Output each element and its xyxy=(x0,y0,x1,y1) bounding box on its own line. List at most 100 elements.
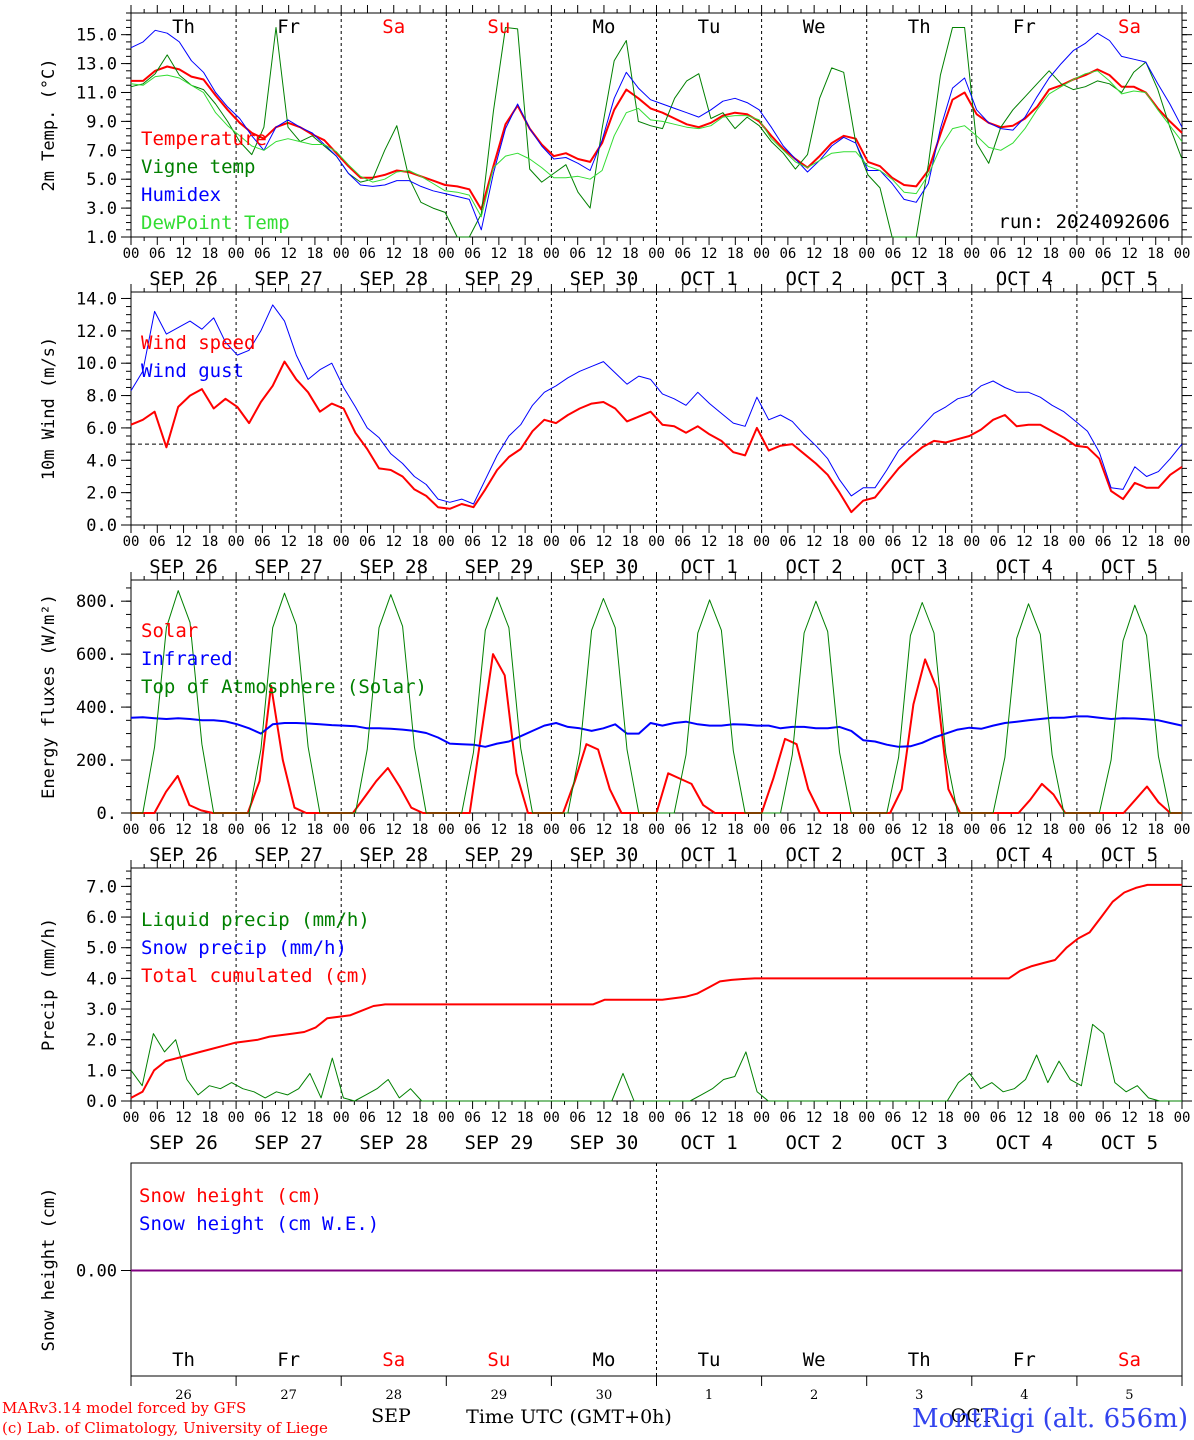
hour-label: 06 xyxy=(464,1110,481,1126)
series-line-1 xyxy=(130,27,1183,238)
hour-label: 18 xyxy=(1042,246,1059,262)
hour-label: 18 xyxy=(1147,246,1164,262)
day-number: 28 xyxy=(385,1388,402,1403)
hour-label: 12 xyxy=(490,822,507,838)
date-label: SEP 26 xyxy=(149,268,218,290)
hour-label: 18 xyxy=(517,534,534,550)
series-line-0 xyxy=(131,65,1183,211)
hour-label: 12 xyxy=(490,534,507,550)
date-label: OCT 3 xyxy=(891,268,948,290)
hour-label: 18 xyxy=(517,1110,534,1126)
hour-label: 06 xyxy=(149,534,166,550)
day-abbr: Sa xyxy=(1118,1349,1141,1371)
hour-label: 12 xyxy=(806,534,823,550)
hour-label: 18 xyxy=(517,246,534,262)
panel-4: 0.0 1.0 2.0 3.0 4.0 5.0 6.0 7.0 Precip (mm/h) 00 0… xyxy=(39,860,1192,1154)
hour-label: 12 xyxy=(280,822,297,838)
series-line-2 xyxy=(130,883,1182,1099)
hour-label: 12 xyxy=(490,1110,507,1126)
series-line-2 xyxy=(131,590,1182,814)
day-abbr: We xyxy=(803,16,826,38)
hour-label: 00 xyxy=(438,534,455,550)
hour-label: 00 xyxy=(228,246,245,262)
day-abbr: Th xyxy=(908,16,931,38)
date-label: SEP 30 xyxy=(570,844,639,866)
hour-label: 12 xyxy=(806,246,823,262)
y-tick-label: 14.0 xyxy=(76,289,117,309)
day-number: 5 xyxy=(1125,1388,1133,1403)
day-number: 29 xyxy=(491,1388,508,1403)
y-axis-label: Precip (mm/h) xyxy=(39,918,59,1051)
hour-label: 12 xyxy=(175,246,192,262)
day-abbr: Mo xyxy=(593,16,616,38)
hour-label: 00 xyxy=(858,822,875,838)
date-label: OCT 3 xyxy=(891,1132,948,1154)
hour-label: 12 xyxy=(1016,246,1033,262)
hour-label: 12 xyxy=(911,246,928,262)
hour-label: 18 xyxy=(1042,1110,1059,1126)
hour-label: 12 xyxy=(911,1110,928,1126)
hour-label: 06 xyxy=(149,1110,166,1126)
y-tick-label: 9.0 xyxy=(86,112,117,132)
plot-frame xyxy=(130,12,1183,238)
hour-label: 06 xyxy=(1095,246,1112,262)
hour-label: 06 xyxy=(885,246,902,262)
date-label: OCT 5 xyxy=(1101,844,1158,866)
hour-label: 06 xyxy=(464,246,481,262)
legend-entry: Humidex xyxy=(141,184,221,206)
hour-label: 18 xyxy=(1042,822,1059,838)
y-tick-label: 1.0 xyxy=(86,228,117,248)
hour-label: 18 xyxy=(412,1110,429,1126)
date-label: SEP 26 xyxy=(149,556,218,578)
y-tick-label: 3.0 xyxy=(86,199,117,219)
day-abbr: We xyxy=(803,1349,826,1371)
legend-entry: DewPoint Temp xyxy=(141,212,290,234)
date-label: OCT 4 xyxy=(996,1132,1053,1154)
day-abbr: Fr xyxy=(277,1349,300,1371)
lab-credit: (c) Lab. of Climatology, University of L… xyxy=(2,1419,328,1437)
hour-label: 06 xyxy=(674,822,691,838)
hour-label: 12 xyxy=(701,246,718,262)
date-label: SEP 30 xyxy=(570,556,639,578)
legend-entry: Total cumulated (cm) xyxy=(141,965,370,987)
hour-label: 00 xyxy=(333,1110,350,1126)
hour-label: 18 xyxy=(1147,1110,1164,1126)
day-number: 4 xyxy=(1020,1388,1028,1403)
y-tick-label: 6.0 xyxy=(86,908,117,928)
hour-label: 18 xyxy=(622,1110,639,1126)
y-tick-label: 0.0 xyxy=(86,516,117,536)
hour-label: 00 xyxy=(438,246,455,262)
hour-label: 12 xyxy=(385,534,402,550)
panel-5: 0.00 Snow height (cm) Snow height (cm) Snow… xyxy=(39,1162,1183,1403)
month-label-oct: OCT xyxy=(951,1405,994,1427)
hour-label: 00 xyxy=(648,246,665,262)
legend-entry: Liquid precip (mm/h) xyxy=(141,909,370,931)
hour-label: 06 xyxy=(359,246,376,262)
day-abbr: Sa xyxy=(382,1349,405,1371)
hour-label: 12 xyxy=(911,534,928,550)
hour-label: 18 xyxy=(306,246,323,262)
hour-label: 06 xyxy=(359,822,376,838)
date-label: SEP 30 xyxy=(570,1132,639,1154)
hour-label: 18 xyxy=(937,1110,954,1126)
day-abbr: Fr xyxy=(277,16,300,38)
hour-label: 12 xyxy=(1016,1110,1033,1126)
day-abbr: Tu xyxy=(698,16,721,38)
hour-label: 00 xyxy=(963,534,980,550)
hour-label: 18 xyxy=(832,1110,849,1126)
hour-label: 00 xyxy=(543,822,560,838)
hour-label: 12 xyxy=(1016,534,1033,550)
hour-label: 06 xyxy=(779,246,796,262)
hour-label: 18 xyxy=(1147,822,1164,838)
station-name: MontRigi (alt. 656m) xyxy=(912,1404,1188,1434)
day-number: 1 xyxy=(705,1388,713,1403)
hour-label: 12 xyxy=(1121,822,1138,838)
hour-label: 00 xyxy=(438,822,455,838)
y-tick-label: 2.0 xyxy=(86,1031,117,1051)
hour-label: 00 xyxy=(753,822,770,838)
date-label: OCT 1 xyxy=(680,268,737,290)
hour-label: 12 xyxy=(175,1110,192,1126)
hour-label: 00 xyxy=(228,822,245,838)
hour-label: 00 xyxy=(123,534,140,550)
day-number: 3 xyxy=(915,1388,923,1403)
